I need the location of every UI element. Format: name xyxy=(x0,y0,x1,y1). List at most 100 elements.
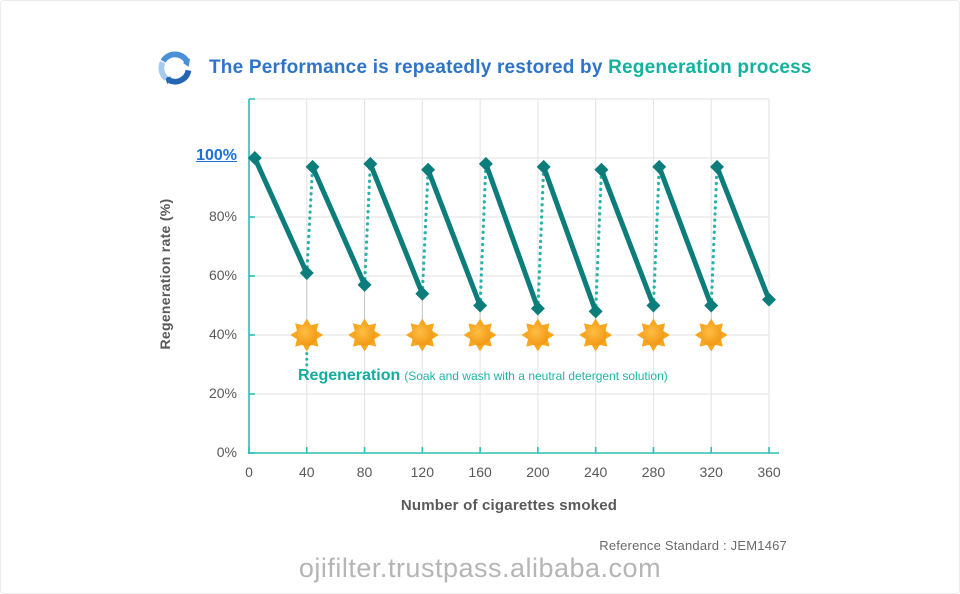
series-solid-segment xyxy=(541,166,599,313)
sun-ray xyxy=(583,323,593,332)
sun-ray xyxy=(475,344,485,352)
sun-ray xyxy=(475,318,485,326)
reference-standard-text: Reference Standard : JEM1467 xyxy=(599,538,787,553)
header: The Performance is repeatedly restored b… xyxy=(154,47,812,89)
sun-ray xyxy=(579,330,587,340)
sun-ray xyxy=(699,323,709,332)
sun-ray xyxy=(295,338,304,347)
x-tick-label: 0 xyxy=(245,464,253,480)
series-solid-segment xyxy=(425,168,483,307)
sun-core xyxy=(642,324,664,346)
data-point-marker xyxy=(421,162,436,177)
sun-ray xyxy=(641,338,651,347)
data-point-marker xyxy=(247,151,262,165)
sun-core xyxy=(700,324,722,346)
series-solid-segment xyxy=(368,162,425,295)
sun-ray xyxy=(315,330,324,340)
data-point-marker xyxy=(473,298,488,313)
data-point-marker xyxy=(652,159,667,174)
sun-ray xyxy=(648,318,659,326)
sun-ray xyxy=(290,330,298,340)
sun-ray xyxy=(417,344,427,352)
series-regeneration-dotted-segment xyxy=(594,168,604,313)
sun-ray xyxy=(598,338,608,347)
sun-ray xyxy=(468,323,477,332)
sun-ray xyxy=(591,344,601,352)
x-tick-label: 320 xyxy=(699,464,723,480)
sun-ray xyxy=(463,330,472,340)
regeneration-annotation: Regeneration (Soak and wash with a neutra… xyxy=(298,367,668,385)
data-point-marker xyxy=(363,156,378,171)
page-title: The Performance is repeatedly restored b… xyxy=(209,57,812,79)
x-axis-title: Number of cigarettes smoked xyxy=(400,497,618,514)
data-point-marker xyxy=(704,298,719,313)
data-point-marker xyxy=(357,277,372,292)
sun-ray xyxy=(720,330,728,340)
series-regeneration-dotted-segment xyxy=(709,165,719,308)
data-point-marker xyxy=(530,301,545,316)
sun-ray xyxy=(309,338,319,347)
y-tick-label: 20% xyxy=(208,385,237,401)
sun-ray xyxy=(541,338,550,347)
sun-ray xyxy=(706,344,716,352)
sun-ray xyxy=(648,344,659,352)
y-tick-label-100-highlight: 100% xyxy=(196,147,237,164)
sun-icon xyxy=(579,318,613,352)
series-regeneration-dotted-segment xyxy=(478,162,488,308)
sun-ray xyxy=(359,344,370,352)
sun-ray xyxy=(431,330,439,340)
regeneration-annotation-label: Regeneration xyxy=(298,367,401,384)
x-tick-label: 120 xyxy=(410,464,434,480)
sun-ray xyxy=(591,318,601,326)
sun-icon xyxy=(521,318,555,352)
data-point-marker xyxy=(594,162,609,177)
sun-icon xyxy=(405,318,439,352)
x-tick-label: 280 xyxy=(641,464,666,480)
sun-ray xyxy=(541,323,550,332)
series-solid-segment xyxy=(252,156,310,275)
sun-ray xyxy=(417,318,427,326)
sun-ray xyxy=(302,318,312,326)
sun-ray xyxy=(489,330,497,340)
series-solid-segment xyxy=(599,168,656,307)
sun-ray xyxy=(367,338,377,347)
sun-ray xyxy=(662,330,670,340)
sun-ray xyxy=(367,323,377,332)
sun-ray xyxy=(468,338,477,347)
sun-ray xyxy=(604,330,613,340)
data-point-marker xyxy=(305,159,320,174)
sun-core xyxy=(411,324,433,346)
sun-ray xyxy=(714,323,723,332)
sun-ray xyxy=(526,338,535,347)
sun-ray xyxy=(533,318,543,326)
sun-core xyxy=(469,324,491,346)
series-regeneration-dotted-segment xyxy=(362,162,372,287)
sun-icon xyxy=(290,318,324,352)
sun-ray xyxy=(699,338,709,347)
sun-ray xyxy=(405,330,414,340)
x-tick-label: 200 xyxy=(526,464,550,480)
sun-ray xyxy=(359,318,370,326)
sun-ray xyxy=(352,323,362,332)
sun-icon xyxy=(694,318,728,352)
sun-ray xyxy=(533,344,543,352)
sun-core xyxy=(354,324,376,346)
sun-ray xyxy=(706,318,716,326)
series-regeneration-dotted-segment xyxy=(536,165,546,311)
sun-ray xyxy=(521,330,529,340)
page-title-main: The Performance is repeatedly restored b… xyxy=(209,57,609,78)
sun-ray xyxy=(483,323,492,332)
sun-core xyxy=(527,324,549,346)
data-point-marker xyxy=(478,156,493,171)
sun-ray xyxy=(656,338,666,347)
data-point-marker xyxy=(415,286,430,301)
x-tick-label: 360 xyxy=(757,464,781,480)
data-point-marker xyxy=(588,304,603,319)
sun-ray xyxy=(410,338,420,347)
sun-icon xyxy=(636,318,670,352)
sun-ray xyxy=(598,323,608,332)
sun-core xyxy=(585,324,607,346)
data-point-marker xyxy=(762,292,776,307)
regeneration-annotation-note: (Soak and wash with a neutral detergent … xyxy=(404,369,668,383)
